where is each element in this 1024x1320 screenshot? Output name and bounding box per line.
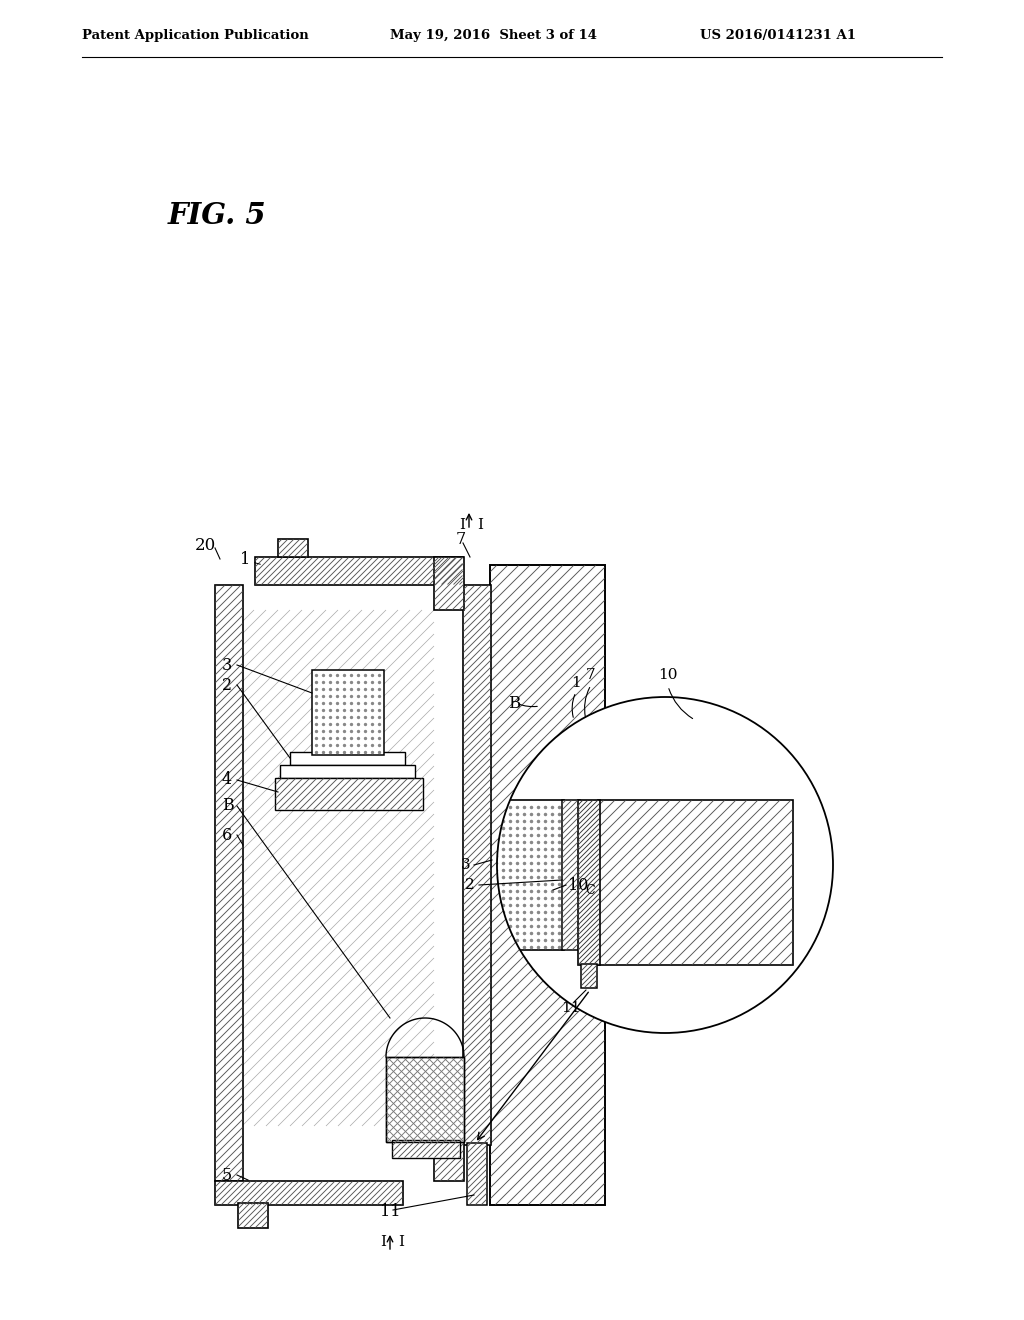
Bar <box>578 800 600 965</box>
Text: 7: 7 <box>586 668 596 682</box>
Bar <box>238 1203 268 1228</box>
Text: I: I <box>398 1236 404 1249</box>
Bar <box>434 1126 464 1181</box>
Text: 6: 6 <box>222 826 232 843</box>
Bar <box>463 585 490 1144</box>
Text: I: I <box>477 517 483 532</box>
Bar <box>275 777 423 810</box>
Text: FIG. 5: FIG. 5 <box>168 201 266 230</box>
Bar <box>386 1057 464 1142</box>
Text: 1: 1 <box>571 676 581 690</box>
Text: I: I <box>459 517 465 532</box>
Bar <box>492 800 564 950</box>
Text: C: C <box>585 883 595 896</box>
Text: 3: 3 <box>222 656 232 673</box>
Circle shape <box>497 697 833 1034</box>
Bar <box>255 557 463 585</box>
Text: 4: 4 <box>222 771 232 788</box>
Text: B: B <box>508 694 520 711</box>
Text: 2: 2 <box>222 676 232 693</box>
Bar <box>312 671 384 755</box>
Text: 10: 10 <box>658 668 678 682</box>
Bar <box>581 964 597 987</box>
Text: US 2016/0141231 A1: US 2016/0141231 A1 <box>700 29 856 41</box>
Text: 3: 3 <box>461 858 470 873</box>
Bar <box>562 800 580 950</box>
Bar <box>467 1143 487 1205</box>
Text: May 19, 2016  Sheet 3 of 14: May 19, 2016 Sheet 3 of 14 <box>390 29 597 41</box>
Text: B: B <box>222 797 233 814</box>
Text: 5: 5 <box>222 1167 232 1184</box>
Bar <box>243 610 434 1126</box>
Text: 20: 20 <box>195 536 216 553</box>
Bar <box>386 1057 464 1142</box>
Bar <box>278 539 308 557</box>
Bar <box>598 800 793 965</box>
Text: 7: 7 <box>456 532 466 549</box>
Bar <box>280 766 415 777</box>
Bar <box>434 557 464 610</box>
Bar <box>215 585 243 1181</box>
Text: 2: 2 <box>465 878 475 892</box>
Text: I: I <box>380 1236 386 1249</box>
Bar <box>215 1181 403 1205</box>
Bar <box>290 752 406 766</box>
Text: 10: 10 <box>568 876 589 894</box>
Bar <box>490 565 605 1205</box>
Text: 11: 11 <box>561 1001 581 1015</box>
Bar <box>392 1140 460 1158</box>
Text: 11: 11 <box>380 1204 400 1221</box>
Text: Patent Application Publication: Patent Application Publication <box>82 29 309 41</box>
Text: 1: 1 <box>240 552 250 569</box>
